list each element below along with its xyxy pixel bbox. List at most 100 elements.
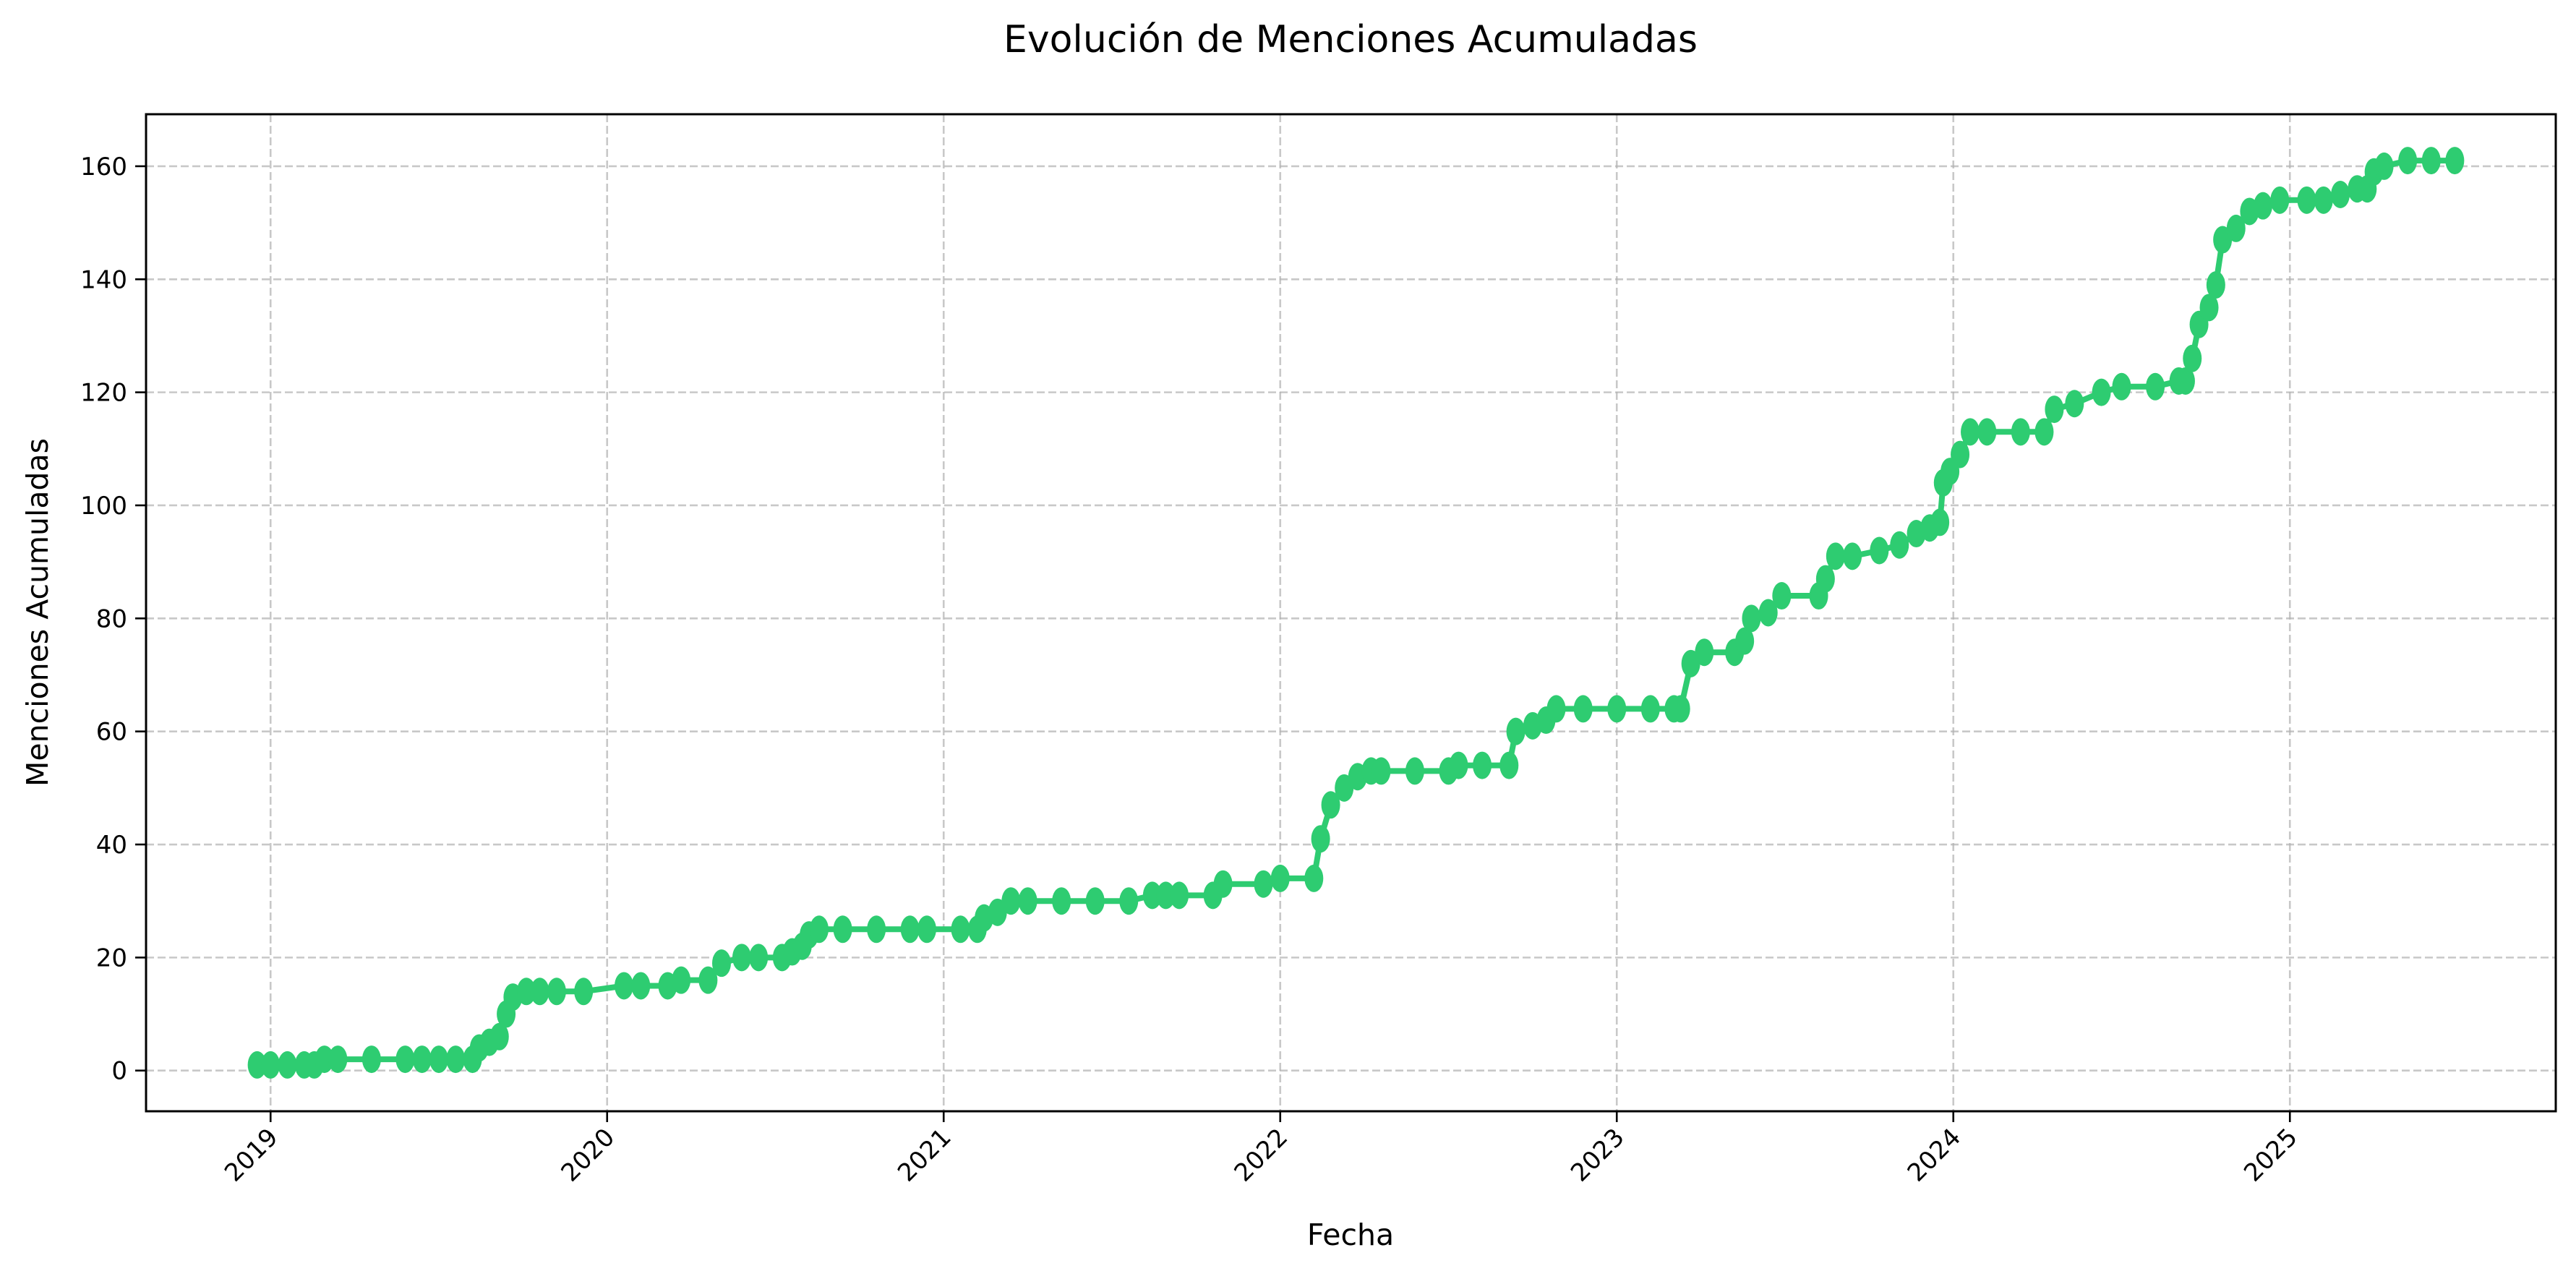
data-point-marker — [1170, 881, 1189, 910]
data-point-marker — [1506, 717, 1526, 745]
data-point-marker — [1405, 757, 1424, 785]
data-point-marker — [2226, 214, 2246, 242]
data-point-marker — [1607, 695, 1627, 723]
y-tick-label: 0 — [111, 1057, 127, 1086]
data-point-marker — [900, 915, 920, 944]
data-point-marker — [1499, 751, 1519, 779]
data-point-marker — [2254, 192, 2273, 220]
data-point-marker — [2011, 418, 2030, 446]
data-point-marker — [1977, 418, 1997, 446]
data-point-marker — [1142, 881, 1162, 910]
data-point-marker — [2270, 186, 2290, 214]
data-point-marker — [1695, 638, 1714, 667]
data-point-marker — [2146, 372, 2165, 401]
data-point-marker — [615, 972, 634, 1000]
data-point-marker — [1870, 536, 1889, 565]
chart-title: Evolución de Menciones Acumuladas — [1004, 18, 1698, 61]
data-point-marker — [1546, 695, 1566, 723]
data-point-marker — [1573, 695, 1593, 723]
gridlines — [146, 114, 2556, 1111]
data-point-marker — [712, 949, 732, 978]
data-point-marker — [2206, 271, 2225, 299]
data-point-marker — [1640, 695, 1660, 723]
data-point-marker — [530, 978, 549, 1006]
data-point-marker — [395, 1045, 415, 1074]
data-point-marker — [2065, 390, 2084, 418]
data-point-marker — [1156, 881, 1176, 910]
data-point-marker — [698, 966, 718, 994]
data-point-marker — [574, 978, 594, 1006]
data-point-marker — [1304, 864, 1324, 892]
y-tick-label: 40 — [96, 831, 127, 860]
data-point-marker — [489, 1022, 509, 1051]
data-point-marker — [1001, 887, 1021, 915]
data-point-marker — [810, 915, 829, 944]
data-point-marker — [1311, 825, 1330, 853]
data-point-marker — [2314, 186, 2333, 214]
data-point-marker — [1321, 791, 1340, 819]
data-point-marker — [951, 915, 970, 944]
data-point-marker — [429, 1045, 448, 1074]
data-point-marker — [1843, 542, 1862, 570]
data-point-marker — [517, 978, 536, 1006]
data-point-marker — [1735, 627, 1755, 655]
data-point-marker — [547, 978, 566, 1006]
data-point-marker — [446, 1045, 466, 1074]
data-point-marker — [2092, 378, 2111, 406]
data-point-marker — [1742, 604, 1761, 633]
data-point-marker — [2112, 372, 2131, 401]
data-point-marker — [1052, 887, 1071, 915]
data-point-marker — [1119, 887, 1139, 915]
data-point-marker — [1930, 508, 1950, 536]
data-point-marker — [2421, 147, 2441, 175]
data-point-marker — [314, 1045, 334, 1074]
data-point-marker — [2045, 395, 2064, 424]
data-point-marker — [732, 944, 751, 972]
data-point-marker — [261, 1051, 281, 1079]
data-point-marker — [867, 915, 886, 944]
data-point-marker — [672, 966, 691, 994]
data-point-marker — [1671, 695, 1690, 723]
data-point-marker — [2398, 147, 2418, 175]
data-point-marker — [1449, 751, 1468, 779]
data-point-marker — [1018, 887, 1037, 915]
data-point-marker — [1270, 864, 1290, 892]
y-axis-label: Menciones Acumuladas — [20, 438, 55, 787]
data-point-marker — [328, 1045, 348, 1074]
data-point-marker — [1213, 870, 1233, 898]
plot-area-frame — [145, 113, 2557, 1113]
data-point-marker — [917, 915, 936, 944]
data-point-marker — [1758, 599, 1778, 627]
y-tick-label: 20 — [96, 944, 127, 972]
y-axis-ticks: 0 20 40 60 80 100 120 140 160 — [80, 153, 146, 1086]
data-point-marker — [2374, 152, 2394, 180]
data-point-marker — [833, 915, 852, 944]
data-point-marker — [631, 972, 651, 1000]
y-tick-label: 80 — [96, 604, 127, 633]
data-point-marker — [2199, 294, 2219, 322]
data-point-marker — [2331, 181, 2350, 209]
data-point-marker — [1961, 418, 1980, 446]
data-point-marker — [2297, 186, 2316, 214]
data-point-marker — [1372, 757, 1391, 785]
data-point-marker — [2175, 367, 2195, 395]
y-tick-label: 160 — [80, 153, 127, 181]
y-tick-label: 100 — [80, 492, 127, 521]
data-point-marker — [1815, 565, 1835, 593]
data-point-marker — [1473, 751, 1492, 779]
x-axis-label: Fecha — [1307, 1218, 1394, 1252]
y-tick-label: 120 — [80, 379, 127, 408]
data-point-marker — [1951, 440, 1970, 469]
data-point-marker — [361, 1045, 381, 1074]
data-point-marker — [749, 944, 769, 972]
data-point-marker — [1254, 870, 1273, 898]
data-point-marker — [247, 1051, 267, 1079]
data-point-marker — [278, 1051, 297, 1079]
y-tick-label: 140 — [80, 265, 127, 294]
data-point-marker — [2445, 147, 2465, 175]
y-tick-label: 60 — [96, 718, 127, 747]
data-point-marker — [1085, 887, 1105, 915]
